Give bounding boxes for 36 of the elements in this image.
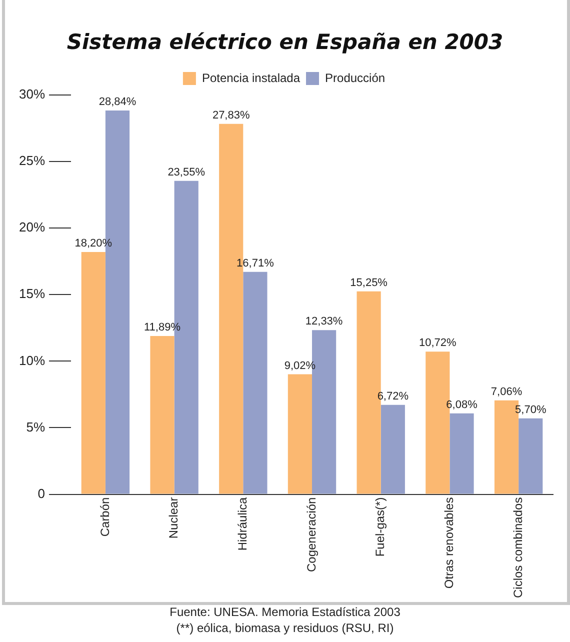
bar bbox=[450, 413, 474, 494]
y-tick-label: 0 bbox=[38, 486, 46, 501]
data-label: 9,02% bbox=[284, 360, 316, 372]
x-tick-label: Nuclear bbox=[166, 497, 181, 539]
bar bbox=[150, 336, 174, 494]
text: (**) eólica, biomasa y residuos (RSU, RI) bbox=[175, 620, 395, 636]
data-label: 18,20% bbox=[74, 238, 112, 250]
bar bbox=[243, 272, 268, 494]
legend-label: Potencia instalada bbox=[202, 70, 300, 85]
y-tick-label: 20% bbox=[18, 220, 46, 235]
x-tick-label: Hidráulica bbox=[235, 496, 250, 551]
x-tick-label: Carbón bbox=[98, 497, 112, 537]
data-label: 27,83% bbox=[212, 109, 250, 122]
y-tick-label: 10% bbox=[18, 352, 46, 368]
y-tick-label: 25% bbox=[18, 153, 46, 168]
data-label: 15,25% bbox=[350, 276, 388, 289]
x-tick-label: Fuel-gas(*) bbox=[373, 497, 388, 557]
x-tick-label: Cogeneración bbox=[304, 497, 318, 572]
data-label: 7,06% bbox=[490, 386, 522, 398]
data-label: 12,33% bbox=[305, 316, 343, 328]
data-label: 23,55% bbox=[168, 166, 206, 178]
data-label: 28,84% bbox=[98, 96, 136, 108]
bar bbox=[518, 418, 543, 494]
y-tick-label: 30% bbox=[18, 86, 46, 102]
bar bbox=[81, 252, 106, 494]
data-label: 11,89% bbox=[144, 322, 181, 334]
source-note: Fuente: UNESA. Memoria Estadística 2003 bbox=[168, 604, 402, 620]
y-tick-label: 15% bbox=[18, 286, 46, 302]
legend-label: Producción bbox=[325, 70, 386, 85]
data-label: 10,72% bbox=[419, 337, 457, 350]
x-tick-label: Otras renovables bbox=[442, 497, 456, 589]
y-tick-label: 5% bbox=[26, 419, 46, 434]
bar bbox=[380, 404, 405, 494]
chart-title: Sistema eléctrico en España en 2003 bbox=[66, 30, 504, 54]
x-tick-label: Ciclos combinados bbox=[510, 497, 525, 598]
bar bbox=[288, 374, 312, 494]
